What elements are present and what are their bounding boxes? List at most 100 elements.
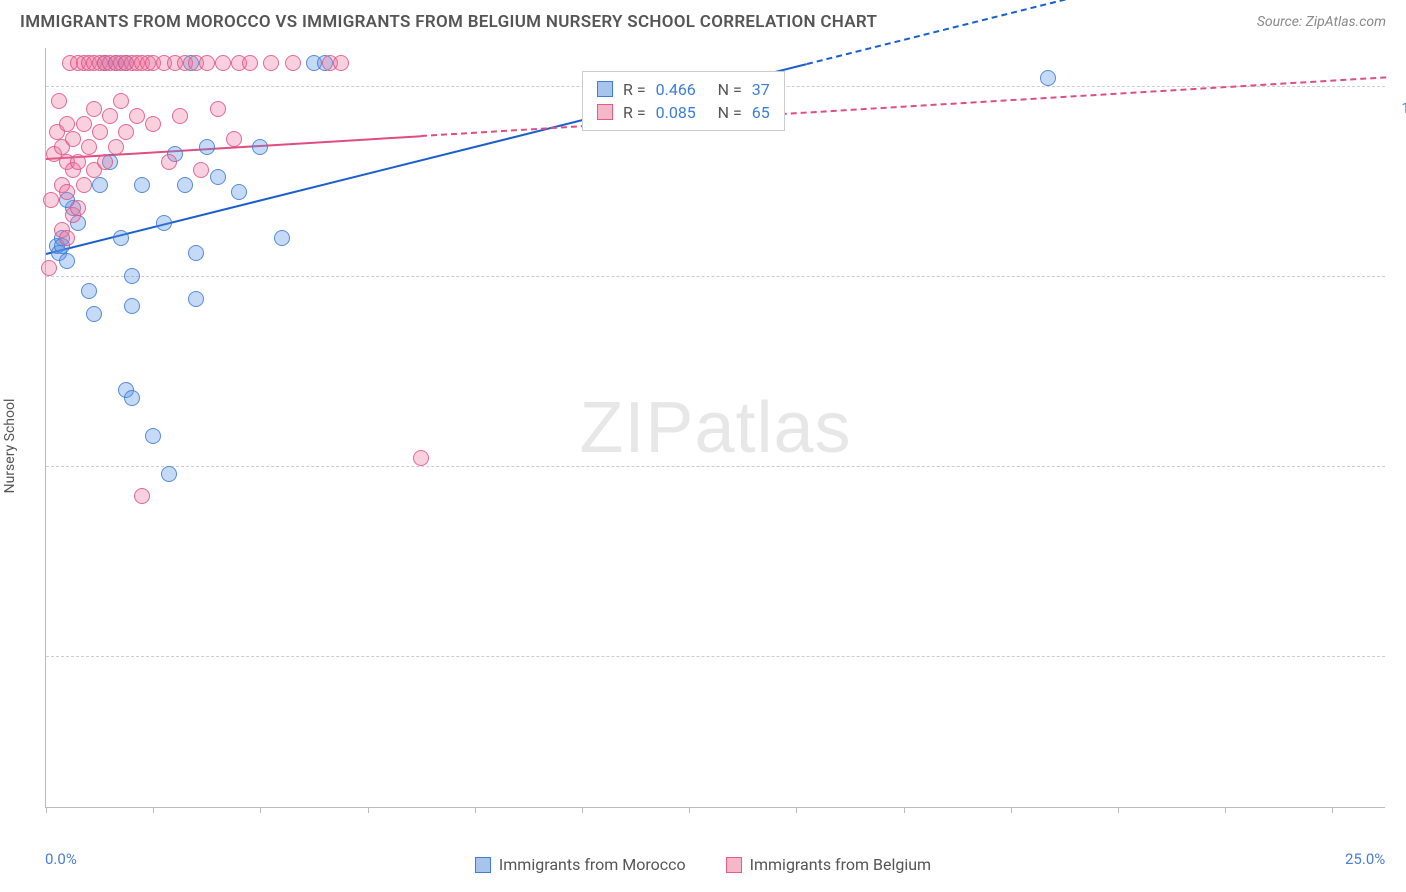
data-point-belgium	[413, 450, 429, 466]
y-tick-label: 95.0%	[1395, 479, 1406, 497]
data-point-belgium	[161, 154, 177, 170]
legend-swatch-morocco	[475, 857, 491, 873]
data-point-morocco	[86, 306, 102, 322]
data-point-belgium	[118, 124, 134, 140]
data-point-belgium	[263, 55, 279, 71]
data-point-morocco	[199, 139, 215, 155]
plot-area: ZIPatlas 92.5%95.0%97.5%100.0%R = 0.466N…	[45, 48, 1385, 808]
correlation-legend: R = 0.466 N = 37 R = 0.085 N = 65	[582, 71, 785, 131]
data-point-belgium	[102, 108, 118, 124]
data-point-belgium	[51, 93, 67, 109]
r-label: R =	[623, 80, 646, 99]
y-tick-label: 92.5%	[1395, 669, 1406, 687]
data-point-belgium	[333, 55, 349, 71]
data-point-morocco	[134, 177, 150, 193]
legend-swatch-belgium	[726, 857, 742, 873]
n-value: 37	[752, 80, 770, 99]
data-point-belgium	[97, 154, 113, 170]
legend-label-belgium: Immigrants from Belgium	[750, 855, 931, 874]
y-tick-label: 100.0%	[1395, 99, 1406, 117]
correlation-legend-row: R = 0.466 N = 37	[597, 78, 770, 101]
x-tick	[904, 807, 905, 813]
data-point-belgium	[76, 116, 92, 132]
data-point-morocco	[177, 177, 193, 193]
data-point-belgium	[43, 192, 59, 208]
data-point-belgium	[108, 139, 124, 155]
n-value: 65	[752, 103, 770, 122]
x-tick-label: 25.0%	[1345, 850, 1385, 868]
data-point-morocco	[161, 466, 177, 482]
data-point-morocco	[188, 245, 204, 261]
data-point-belgium	[145, 116, 161, 132]
n-label: N =	[718, 80, 742, 99]
data-point-morocco	[81, 283, 97, 299]
data-point-belgium	[59, 184, 75, 200]
data-point-belgium	[113, 93, 129, 109]
data-point-belgium	[86, 101, 102, 117]
y-axis-label: Nursery School	[2, 399, 18, 494]
data-point-belgium	[70, 154, 86, 170]
data-point-belgium	[70, 200, 86, 216]
n-label: N =	[718, 103, 742, 122]
data-point-morocco	[124, 268, 140, 284]
data-point-morocco	[124, 298, 140, 314]
gridline	[46, 466, 1385, 467]
data-point-belgium	[134, 488, 150, 504]
watermark-zip: ZIP	[579, 388, 694, 468]
data-point-belgium	[193, 162, 209, 178]
chart-source: Source: ZipAtlas.com	[1257, 14, 1386, 30]
r-value: 0.466	[656, 80, 708, 99]
data-point-morocco	[231, 184, 247, 200]
chart-title: IMMIGRANTS FROM MOROCCO VS IMMIGRANTS FR…	[20, 12, 877, 32]
data-point-morocco	[274, 230, 290, 246]
legend-swatch	[597, 104, 613, 120]
data-point-morocco	[92, 177, 108, 193]
watermark: ZIPatlas	[579, 387, 851, 469]
data-point-belgium	[242, 55, 258, 71]
legend-swatch	[597, 81, 613, 97]
x-tick	[1225, 807, 1226, 813]
data-point-morocco	[124, 390, 140, 406]
x-tick	[1332, 807, 1333, 813]
data-point-belgium	[76, 177, 92, 193]
watermark-atlas: atlas	[694, 388, 851, 468]
legend-item-belgium: Immigrants from Belgium	[726, 855, 931, 874]
x-tick-label: 0.0%	[45, 850, 77, 868]
data-point-morocco	[188, 291, 204, 307]
data-point-morocco	[145, 428, 161, 444]
bottom-legend: Immigrants from Morocco Immigrants from …	[0, 855, 1406, 874]
legend-item-morocco: Immigrants from Morocco	[475, 855, 686, 874]
r-value: 0.085	[656, 103, 708, 122]
x-tick	[1118, 807, 1119, 813]
gridline	[46, 276, 1385, 277]
data-point-belgium	[81, 139, 97, 155]
x-tick	[153, 807, 154, 813]
data-point-belgium	[59, 230, 75, 246]
data-point-belgium	[92, 124, 108, 140]
x-tick	[475, 807, 476, 813]
data-point-belgium	[59, 116, 75, 132]
data-point-morocco	[210, 169, 226, 185]
data-point-morocco	[156, 215, 172, 231]
y-tick-label: 97.5%	[1395, 289, 1406, 307]
data-point-belgium	[215, 55, 231, 71]
x-tick	[46, 807, 47, 813]
gridline	[46, 656, 1385, 657]
x-tick	[260, 807, 261, 813]
correlation-legend-row: R = 0.085 N = 65	[597, 101, 770, 124]
x-tick	[582, 807, 583, 813]
data-point-belgium	[199, 55, 215, 71]
data-point-morocco	[1040, 70, 1056, 86]
data-point-morocco	[59, 253, 75, 269]
data-point-morocco	[113, 230, 129, 246]
legend-label-morocco: Immigrants from Morocco	[499, 855, 686, 874]
data-point-belgium	[65, 131, 81, 147]
data-point-belgium	[226, 131, 242, 147]
chart-container: IMMIGRANTS FROM MOROCCO VS IMMIGRANTS FR…	[0, 0, 1406, 892]
data-point-morocco	[252, 139, 268, 155]
data-point-belgium	[285, 55, 301, 71]
data-point-belgium	[210, 101, 226, 117]
x-tick	[368, 807, 369, 813]
chart-header: IMMIGRANTS FROM MOROCCO VS IMMIGRANTS FR…	[0, 0, 1406, 40]
r-label: R =	[623, 103, 646, 122]
